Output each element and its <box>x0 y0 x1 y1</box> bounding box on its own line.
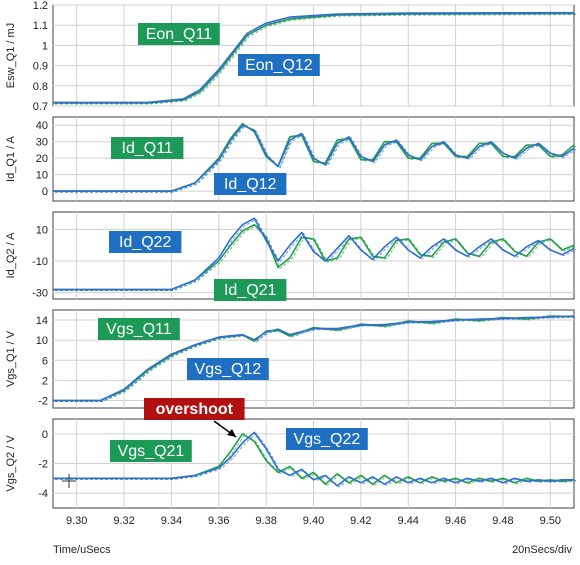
annotation-label: Vgs_Q11 <box>106 321 172 338</box>
series-line-dashed-green <box>55 14 577 105</box>
y-tick-label: 1.2 <box>33 0 48 12</box>
x-tick-label: 9.40 <box>303 515 324 527</box>
x-tick-label: 9.32 <box>113 515 134 527</box>
annotation-label: Eon_Q12 <box>245 57 313 74</box>
y-tick-label: 0.9 <box>33 61 48 73</box>
y-axis-label: Id_Q2 / A <box>5 232 17 279</box>
y-tick-label: -30 <box>32 288 48 300</box>
annotation-label: Vgs_Q21 <box>118 443 185 460</box>
annotation-label: Id_Q12 <box>224 176 277 193</box>
annotation-eon_q12: Eon_Q12 <box>238 54 320 76</box>
annotation-eon_q11: Eon_Q11 <box>138 23 220 45</box>
panel-1: 0.7 0.8 0.9 1 1.1 1.2 Esw_Q1 / mJ <box>5 0 577 113</box>
series-line-blue <box>53 431 574 487</box>
y-tick-label: 0 <box>42 429 48 441</box>
y-tick-label: -10 <box>32 256 48 268</box>
y-tick-label: 1.1 <box>33 20 48 32</box>
annotation-box <box>286 428 368 450</box>
annotation-overshoot: overshoot <box>144 398 245 420</box>
annotation-box <box>238 54 320 76</box>
panel-3: -30 -10 10 Id_Q2 / A <box>5 211 577 300</box>
annotation-box <box>214 279 287 301</box>
y-axis-label: Esw_Q1 / mJ <box>5 23 17 88</box>
annotation-vgs_q22: Vgs_Q22 <box>286 428 368 450</box>
x-tick-label: 9.44 <box>398 515 419 527</box>
y-tick-label: 6 <box>42 355 48 367</box>
series-line-blue <box>53 315 575 402</box>
y-tick-label: -2 <box>38 459 48 471</box>
x-tick-label: 9.48 <box>492 515 513 527</box>
annotation-label: overshoot <box>156 401 234 418</box>
y-tick-label: 0.7 <box>33 101 48 113</box>
annotation-box <box>98 318 180 340</box>
y-axis-label: Id_Q1 / A <box>5 135 17 182</box>
annotation-label: Id_Q21 <box>224 282 277 299</box>
annotation-id_q11: Id_Q11 <box>111 137 184 159</box>
x-tick-label: 9.30 <box>66 515 87 527</box>
annotation-vgs_q21: Vgs_Q21 <box>110 440 192 462</box>
annotation-id_q22: Id_Q22 <box>109 231 182 253</box>
y-tick-label: 10 <box>36 170 48 182</box>
annotation-label: Vgs_Q22 <box>294 431 361 448</box>
x-tick-label: 9.34 <box>161 515 182 527</box>
x-tick-label: 9.36 <box>208 515 229 527</box>
panel-2: 0 10 20 30 40 Id_Q1 / A <box>5 116 577 202</box>
y-tick-label: 14 <box>36 315 48 327</box>
y-tick-label: 10 <box>36 224 48 236</box>
series-line-dashed-blue <box>55 218 577 291</box>
annotation-box <box>138 23 220 45</box>
annotation-box <box>214 173 287 195</box>
series-line-dashed-green <box>55 225 577 291</box>
time-scale-label: 20nSecs/div <box>512 544 572 556</box>
annotation-box <box>187 358 269 380</box>
y-tick-label: 1 <box>42 40 48 52</box>
series-line-green <box>53 223 575 291</box>
y-tick-label: 30 <box>36 137 48 149</box>
y-axis-label: Vgs_Q1 / V <box>5 330 17 387</box>
y-axis-label: Vgs_Q2 / V <box>5 435 17 492</box>
series-line-dashed-blue <box>55 432 576 488</box>
annotation-vgs_q12: Vgs_Q12 <box>187 358 269 380</box>
panel-4: -2 2 6 10 14 Vgs_Q1 / V <box>5 309 577 409</box>
annotation-vgs_q11: Vgs_Q11 <box>98 318 180 340</box>
annotation-label: Id_Q11 <box>122 140 173 157</box>
y-tick-label: 2 <box>42 375 48 387</box>
annotation-box <box>109 231 182 253</box>
y-tick-label: -2 <box>38 395 48 407</box>
overshoot-arrowhead <box>227 429 236 437</box>
series-line-blue <box>53 11 575 104</box>
series-line-dashed-blue <box>55 125 577 193</box>
annotation-label: Vgs_Q12 <box>195 361 262 378</box>
y-tick-label: 40 <box>36 120 48 132</box>
y-tick-label: 20 <box>36 153 48 165</box>
annotation-box <box>144 398 245 420</box>
y-tick-label: 0.8 <box>33 81 48 93</box>
x-tick-label: 9.50 <box>540 515 561 527</box>
annotation-label: Eon_Q11 <box>146 26 213 43</box>
series-line-dashed-green <box>55 316 577 402</box>
y-tick-label: 10 <box>36 335 48 347</box>
series-line-dashed-blue <box>55 13 577 104</box>
annotation-box <box>111 137 184 159</box>
x-tick-label: 9.42 <box>350 515 371 527</box>
panel-5: -4 -2 0 Vgs_Q2 / V <box>5 418 577 509</box>
annotation-id_q12: Id_Q12 <box>214 173 287 195</box>
series-line-dashed-blue <box>55 316 577 402</box>
y-tick-label: -4 <box>38 488 48 500</box>
annotation-label: Id_Q22 <box>119 234 172 251</box>
y-tick-label: 0 <box>42 186 48 198</box>
x-tick-label: 9.38 <box>255 515 276 527</box>
annotation-box <box>110 440 192 462</box>
x-tick-label: 9.46 <box>445 515 466 527</box>
annotation-id_q21: Id_Q21 <box>214 279 287 301</box>
x-axis-label: Time/uSecs <box>53 544 111 556</box>
